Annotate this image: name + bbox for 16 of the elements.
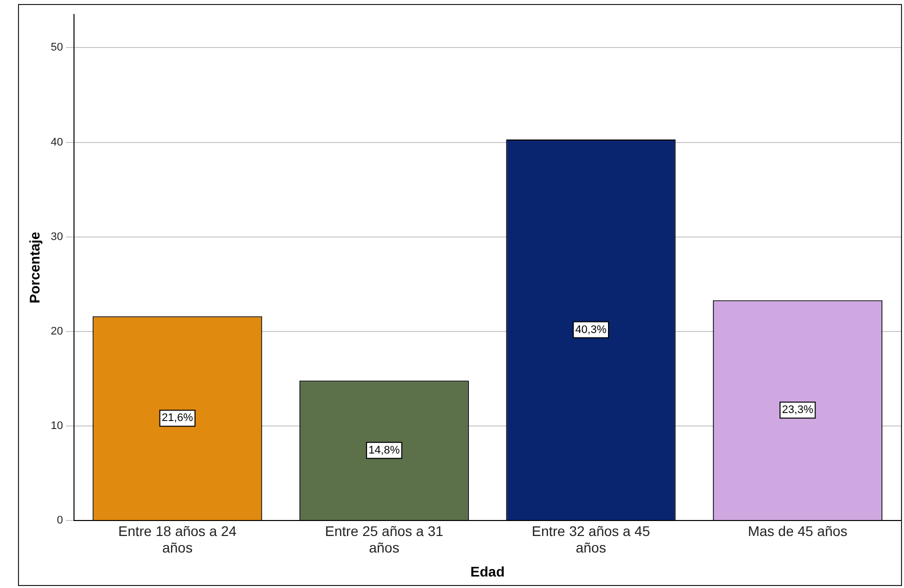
data-label: 23,3% xyxy=(782,404,814,416)
y-axis-title: Porcentaje xyxy=(26,232,42,304)
y-tick-label: 20 xyxy=(50,325,64,338)
x-tick-label: Entre 18 años a 24 años xyxy=(118,522,237,556)
y-tick-label: 40 xyxy=(50,136,64,148)
x-tick-label: Entre 32 años a 45 años xyxy=(532,522,650,556)
y-tick-label: 30 xyxy=(50,230,64,243)
x-tick-label: Entre 25 años a 31 años xyxy=(324,522,444,556)
y-tick-label: 0 xyxy=(56,514,64,527)
data-label: 21,6% xyxy=(162,412,194,424)
data-label: 14,8% xyxy=(368,444,400,456)
y-tick-label: 50 xyxy=(50,42,64,54)
y-tick-label: 10 xyxy=(50,420,64,432)
x-tick-label: Mas de 45 años xyxy=(748,522,848,539)
data-label: 40,3% xyxy=(575,324,607,336)
x-axis-title: Edad xyxy=(470,563,505,580)
